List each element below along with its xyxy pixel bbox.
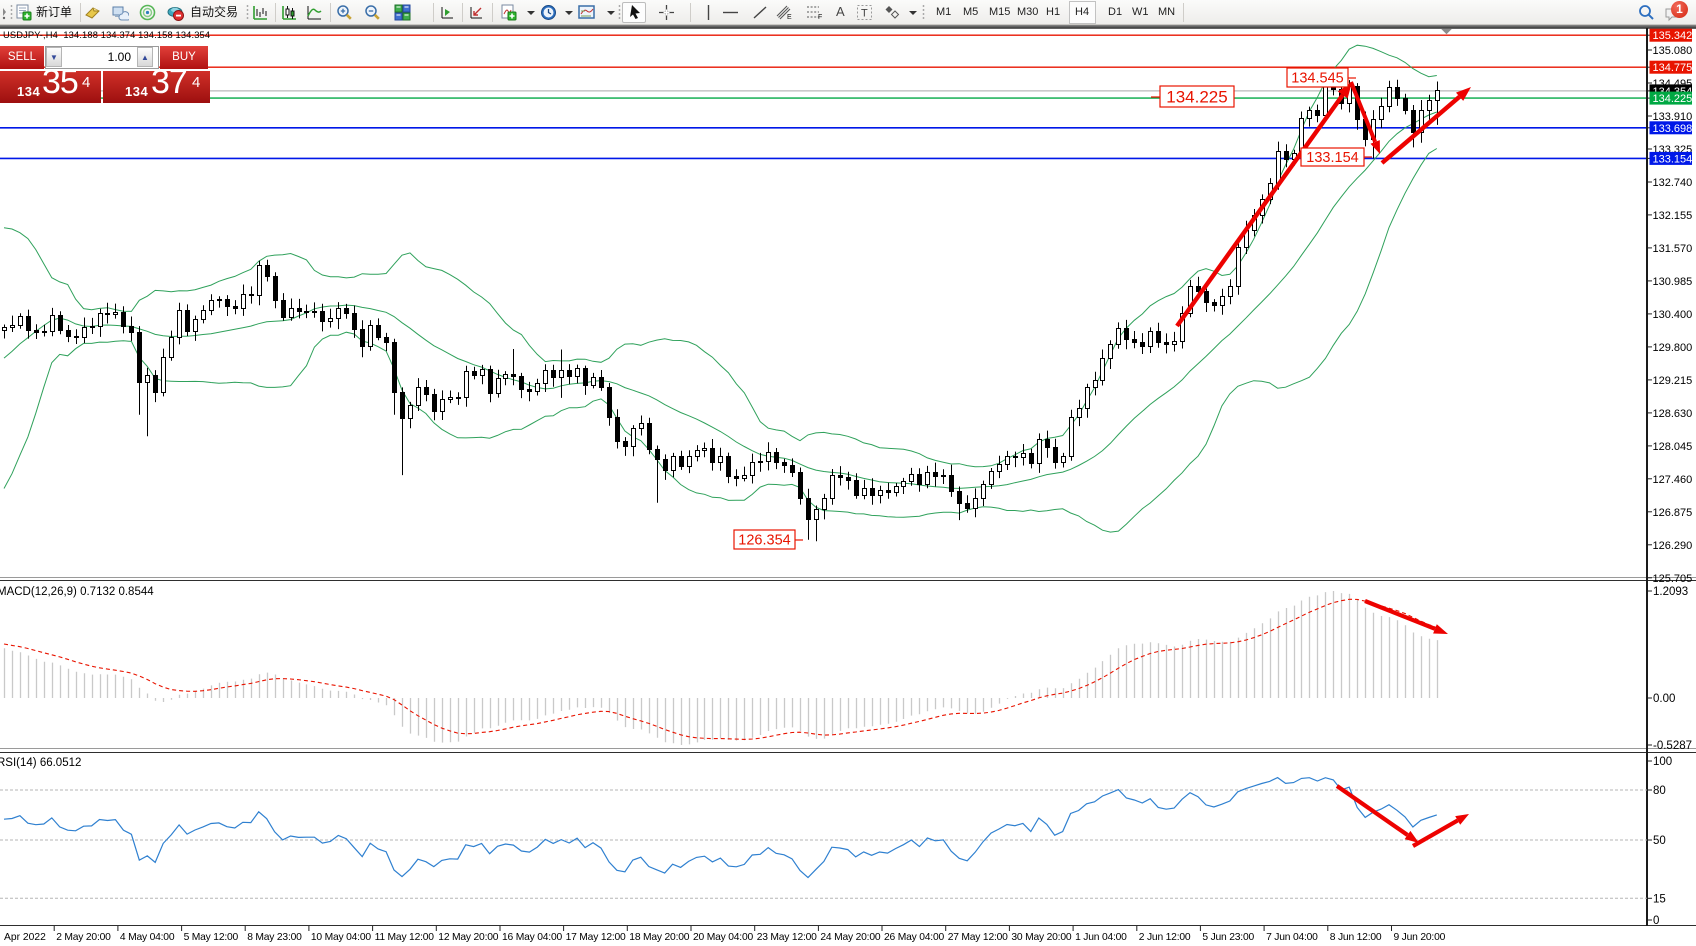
svg-text:E: E: [787, 14, 792, 21]
svg-text:127.460: 127.460: [1653, 474, 1693, 486]
svg-text:10 May 04:00: 10 May 04:00: [311, 932, 371, 943]
svg-text:23 May 12:00: 23 May 12:00: [757, 932, 817, 943]
svg-text:8 May 23:00: 8 May 23:00: [247, 932, 302, 943]
svg-text:135.342: 135.342: [1653, 30, 1693, 42]
svg-text:16 May 04:00: 16 May 04:00: [502, 932, 562, 943]
svg-text:133.154: 133.154: [1653, 153, 1693, 165]
svg-text:4 May 04:00: 4 May 04:00: [120, 932, 175, 943]
svg-text:129.800: 129.800: [1653, 342, 1693, 354]
svg-text:0: 0: [1653, 915, 1659, 927]
svg-text:15: 15: [1653, 893, 1666, 905]
svg-text:5 May 12:00: 5 May 12:00: [184, 932, 239, 943]
svg-text:131.570: 131.570: [1653, 243, 1693, 255]
svg-text:0.00: 0.00: [1653, 693, 1675, 705]
svg-text:50: 50: [1653, 835, 1666, 847]
svg-text:133.910: 133.910: [1653, 111, 1693, 123]
svg-text:80: 80: [1653, 785, 1666, 797]
svg-text:8 Jun 12:00: 8 Jun 12:00: [1330, 932, 1382, 943]
svg-text:17 May 12:00: 17 May 12:00: [566, 932, 626, 943]
svg-text:133.698: 133.698: [1653, 123, 1693, 135]
svg-text:130.985: 130.985: [1653, 276, 1693, 288]
svg-text:100: 100: [1653, 756, 1672, 768]
svg-text:134.775: 134.775: [1653, 62, 1693, 74]
svg-text:24 May 20:00: 24 May 20:00: [820, 932, 880, 943]
svg-text:-0.5287: -0.5287: [1653, 740, 1692, 752]
svg-text:RSI(14) 66.0512: RSI(14) 66.0512: [0, 757, 81, 769]
svg-text:1.2093: 1.2093: [1653, 586, 1688, 598]
svg-text:134.225: 134.225: [1166, 88, 1227, 107]
svg-text:30 May 20:00: 30 May 20:00: [1011, 932, 1071, 943]
svg-text:126.290: 126.290: [1653, 540, 1693, 552]
svg-text:11 May 12:00: 11 May 12:00: [375, 932, 435, 943]
svg-text:135.080: 135.080: [1653, 45, 1693, 57]
svg-text:132.155: 132.155: [1653, 210, 1693, 222]
svg-text:130.400: 130.400: [1653, 309, 1693, 321]
svg-text:129.215: 129.215: [1653, 375, 1693, 387]
svg-text:132.740: 132.740: [1653, 177, 1693, 189]
svg-text:12 May 20:00: 12 May 20:00: [438, 932, 498, 943]
svg-text:134.225: 134.225: [1653, 93, 1693, 105]
svg-text:5 Jun 23:00: 5 Jun 23:00: [1202, 932, 1254, 943]
svg-text:MACD(12,26,9) 0.7132 0.8544: MACD(12,26,9) 0.7132 0.8544: [0, 586, 154, 598]
svg-text:128.630: 128.630: [1653, 408, 1693, 420]
svg-text:126.875: 126.875: [1653, 507, 1693, 519]
svg-text:18 May 20:00: 18 May 20:00: [629, 932, 689, 943]
svg-text:1 Jun 04:00: 1 Jun 04:00: [1075, 932, 1127, 943]
svg-text:2 May 20:00: 2 May 20:00: [56, 932, 111, 943]
svg-text:Apr 2022: Apr 2022: [4, 932, 46, 943]
svg-text:134.545: 134.545: [1291, 71, 1343, 87]
svg-text:133.154: 133.154: [1306, 150, 1358, 166]
svg-text:9 Jun 20:00: 9 Jun 20:00: [1394, 932, 1446, 943]
svg-text:20 May 04:00: 20 May 04:00: [693, 932, 753, 943]
svg-text:T: T: [861, 8, 868, 20]
svg-text:7 Jun 04:00: 7 Jun 04:00: [1266, 932, 1318, 943]
svg-text:27 May 12:00: 27 May 12:00: [948, 932, 1008, 943]
svg-text:125.705: 125.705: [1653, 573, 1693, 585]
svg-text:26 May 04:00: 26 May 04:00: [884, 932, 944, 943]
svg-text:F: F: [818, 14, 822, 21]
svg-text:2 Jun 12:00: 2 Jun 12:00: [1139, 932, 1191, 943]
svg-text:128.045: 128.045: [1653, 441, 1693, 453]
svg-text:126.354: 126.354: [738, 533, 790, 549]
